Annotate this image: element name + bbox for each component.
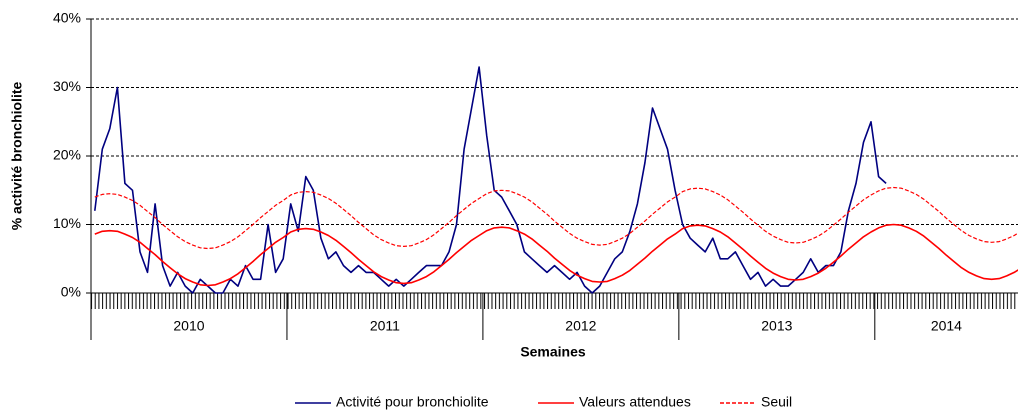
legend: Activité pour bronchiolite Valeurs attend… (295, 394, 792, 410)
y-tick-label: 40% (53, 10, 81, 26)
series-line (94, 223, 1018, 287)
year-label: 2013 (761, 318, 792, 334)
plot-area: 0% 10% 20% 30% 40% 2010 2011 2012 2013 2014 (53, 10, 1018, 340)
x-axis-label: Semaines (520, 344, 586, 360)
series-line (94, 186, 1018, 250)
year-label: 2014 (931, 318, 962, 334)
y-axis-label: % activité bronchiolite (9, 81, 25, 230)
legend-label: Valeurs attendues (579, 394, 691, 410)
series-line (94, 66, 887, 294)
week-ticks (91, 293, 1018, 309)
y-tick-label: 10% (53, 215, 81, 231)
y-tick-label: 20% (53, 147, 81, 163)
y-tick-label: 0% (61, 284, 81, 300)
year-label: 2010 (173, 318, 204, 334)
year-label: 2011 (370, 318, 400, 334)
legend-label: Activité pour bronchiolite (336, 394, 489, 410)
y-tick-label: 30% (53, 78, 81, 94)
legend-label: Seuil (761, 394, 792, 410)
year-label: 2012 (565, 318, 596, 334)
